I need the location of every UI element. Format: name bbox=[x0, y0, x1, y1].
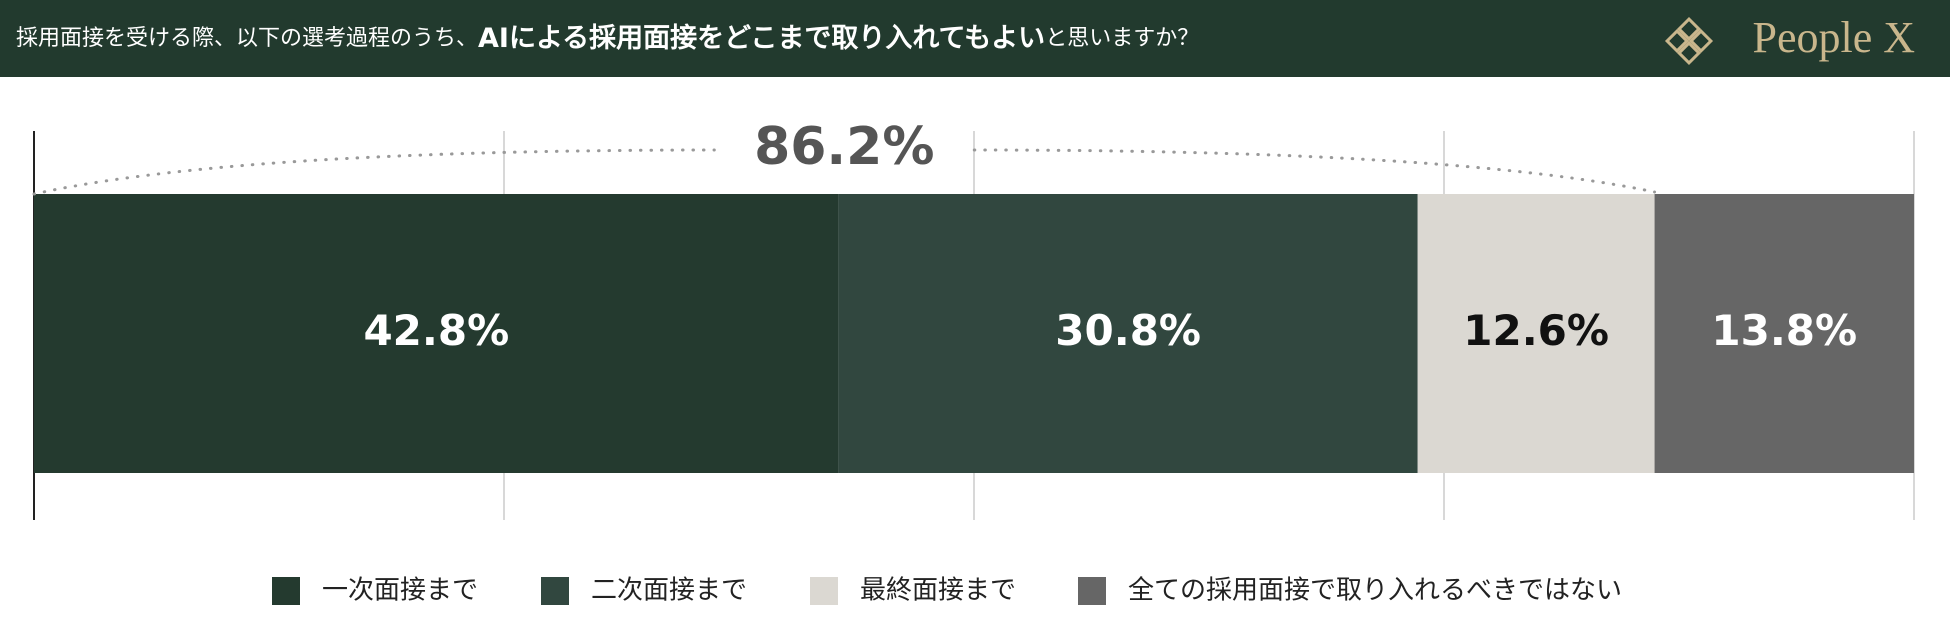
annotation-arc bbox=[32, 148, 716, 196]
legend-swatch bbox=[1078, 577, 1106, 605]
legend-label: 一次面接まで bbox=[322, 576, 478, 606]
title-part: 採用面接を受ける際、以下の選考過程のうち、 bbox=[16, 26, 478, 51]
logo: People X bbox=[1752, 13, 1915, 62]
legend-label: 最終面接まで bbox=[860, 576, 1016, 606]
logo-icon bbox=[1664, 16, 1714, 66]
bar-segment bbox=[34, 194, 839, 473]
bar-segment bbox=[1417, 194, 1655, 473]
header-band bbox=[0, 0, 1950, 77]
title-part: と思いますか？ bbox=[1045, 26, 1199, 51]
legend-swatch bbox=[272, 577, 300, 605]
annotation-arc bbox=[972, 148, 1657, 194]
value-label: 30.8% bbox=[1055, 306, 1201, 355]
chart-title: 採用面接を受ける際、以下の選考過程のうち、AIによる採用面接をどこまで取り入れて… bbox=[16, 23, 1199, 54]
legend-swatch bbox=[810, 577, 838, 605]
legend-label: 全ての採用面接で取り入れるべきではない bbox=[1128, 576, 1622, 606]
value-label: 12.6% bbox=[1463, 306, 1609, 355]
legend-swatch bbox=[541, 577, 569, 605]
title-part: AIによる採用面接をどこまで取り入れてもよい bbox=[478, 23, 1045, 54]
value-label: 42.8% bbox=[363, 306, 509, 355]
value-label: 13.8% bbox=[1711, 306, 1857, 355]
bar-segment bbox=[838, 194, 1418, 473]
annotation: 86.2% bbox=[754, 117, 934, 177]
bar-segment bbox=[1654, 194, 1914, 473]
legend-label: 二次面接まで bbox=[591, 576, 747, 606]
